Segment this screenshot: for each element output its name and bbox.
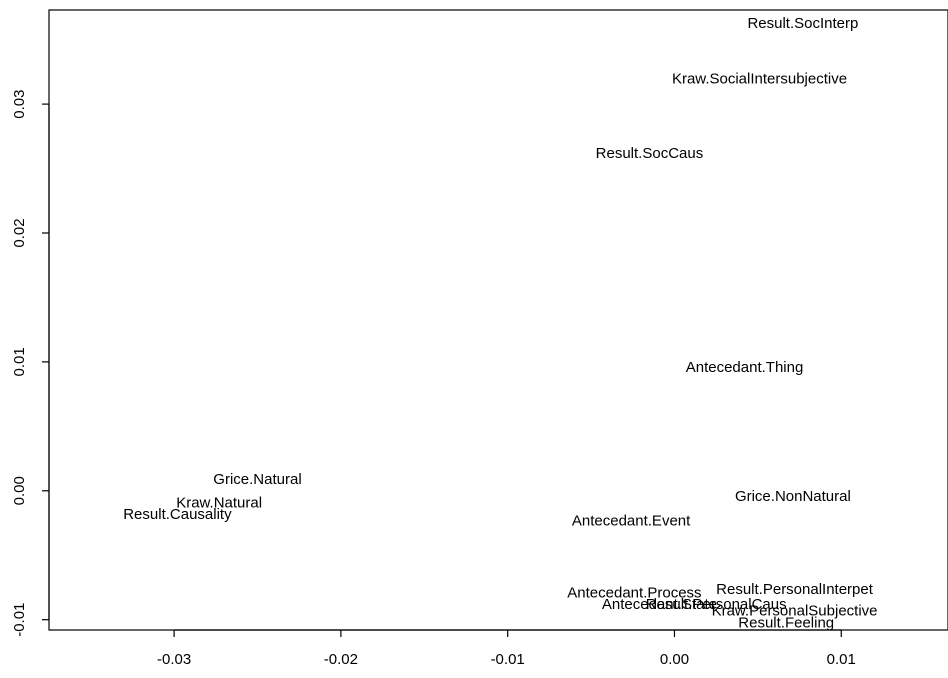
y-tick-label: -0.01 (11, 603, 28, 637)
y-tick-label: 0.00 (11, 476, 28, 505)
point-label: Kraw.SocialIntersubjective (672, 70, 847, 87)
point-label: Antecedant.Process (567, 585, 701, 602)
point-label: Result.SocInterp (747, 15, 858, 32)
x-tick-label: 0.00 (660, 651, 689, 668)
x-tick-label: -0.01 (491, 651, 525, 668)
point-label: Antecedant.Event (572, 512, 691, 529)
x-tick-label: -0.03 (157, 651, 191, 668)
y-tick-label: 0.01 (11, 347, 28, 376)
point-label: Antecedant.Thing (686, 359, 804, 376)
point-label: Grice.Natural (213, 471, 301, 488)
point-labels: Result.SocInterp Kraw.SocialIntersubjecti… (123, 15, 877, 631)
x-tick-label: 0.01 (827, 651, 856, 668)
y-axis: -0.01 0.00 0.01 0.02 0.03 (11, 89, 50, 637)
x-axis: -0.03 -0.02 -0.01 0.00 0.01 (157, 629, 856, 668)
y-tick-label: 0.03 (11, 89, 28, 118)
y-tick-label: 0.02 (11, 218, 28, 247)
point-label: Result.PersonalCaus (646, 596, 787, 613)
point-label: Antecedant.State (602, 596, 717, 613)
point-label: Result.Feeling (738, 614, 834, 631)
point-label: Result.SocCaus (596, 145, 704, 162)
point-label: Result.Causality (123, 506, 232, 523)
point-label: Grice.NonNatural (735, 488, 851, 505)
plot-frame (48, 9, 948, 631)
x-tick-label: -0.02 (324, 651, 358, 668)
point-label: Kraw.Natural (176, 494, 262, 511)
point-label: Kraw.PersonalSubjective (712, 603, 878, 620)
point-label: Result.PersonalInterpet (716, 581, 874, 598)
